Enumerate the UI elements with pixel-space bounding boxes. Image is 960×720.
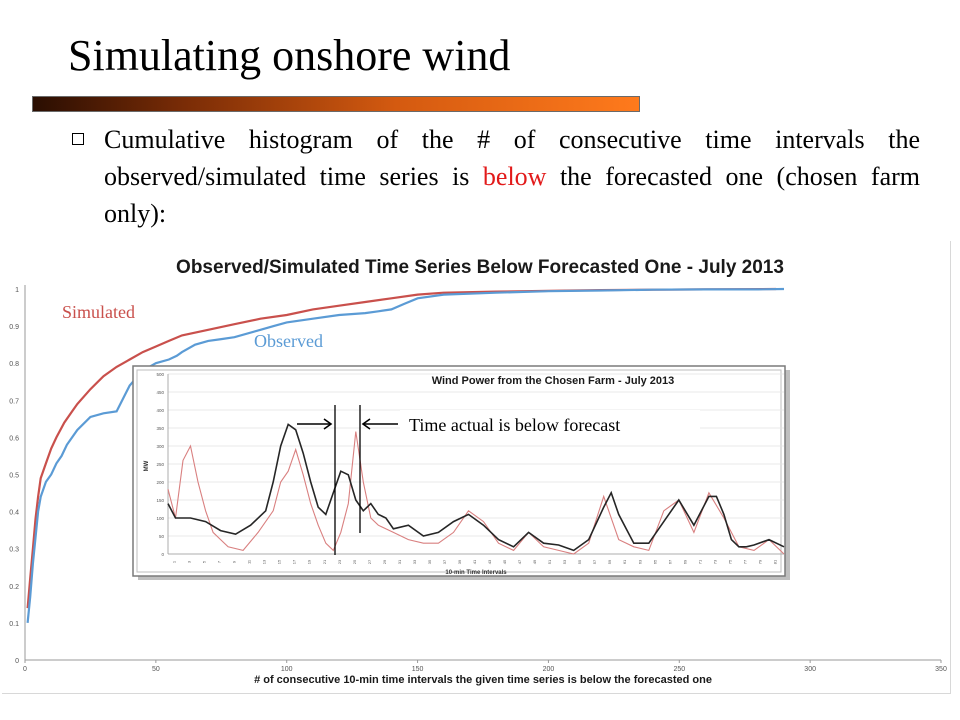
inset-x-tick-label: 71 — [697, 559, 702, 564]
inset-x-tick-label: 5 — [202, 560, 207, 563]
inset-y-tick-label: 0 — [161, 552, 164, 557]
callout-left-arrow-icon — [361, 418, 371, 430]
inset-y-tick-label: 400 — [156, 408, 164, 413]
inset-x-tick-label: 43 — [487, 559, 492, 564]
inset-x-tick-label: 3 — [187, 560, 192, 563]
inset-x-tick-label: 23 — [337, 559, 342, 564]
inset-chart: Wind Power from the Chosen Farm - July 2… — [132, 365, 790, 580]
inset-y-tick-label: 350 — [156, 426, 164, 431]
inset-x-tick-label: 19 — [307, 559, 312, 564]
inset-x-tick-label: 39 — [457, 559, 462, 564]
main-y-tick-label: 0.1 — [9, 621, 19, 628]
inset-x-axis-label: 10-min Time Intervals — [445, 570, 507, 576]
bullet-point: Cumulative histogram of the # of consecu… — [72, 121, 920, 232]
main-x-tick-label: 0 — [23, 666, 27, 673]
inset-y-tick-label: 200 — [156, 480, 164, 485]
inset-x-tick-label: 33 — [412, 559, 417, 564]
inset-y-tick-label: 50 — [159, 534, 165, 539]
main-y-tick-label: 0.6 — [9, 435, 19, 442]
main-x-tick-label: 250 — [673, 666, 685, 673]
inset-x-tick-label: 11 — [247, 559, 252, 564]
callout-label-background — [400, 410, 700, 438]
inset-y-tick-label: 250 — [156, 462, 164, 467]
inset-x-tick-label: 25 — [352, 559, 357, 564]
inset-x-tick-label: 73 — [712, 559, 717, 564]
inset-x-tick-label: 17 — [292, 559, 297, 564]
main-x-tick-label: 300 — [804, 666, 816, 673]
inset-x-tick-label: 57 — [592, 559, 597, 564]
inset-x-tick-label: 15 — [277, 559, 282, 564]
inset-chart-title: Wind Power from the Chosen Farm - July 2… — [432, 375, 675, 387]
observed-series-line — [26, 287, 785, 624]
inset-x-tick-label: 61 — [622, 559, 627, 564]
main-chart-title: Observed/Simulated Time Series Below For… — [176, 257, 784, 278]
bullet-square-icon — [72, 133, 84, 145]
inset-x-tick-label: 79 — [758, 559, 763, 564]
main-y-tick-label: 0.2 — [9, 584, 19, 591]
bullet-text: Cumulative histogram of the # of consecu… — [104, 121, 920, 232]
inset-y-tick-label: 150 — [156, 498, 164, 503]
inset-y-axis-label: MW — [144, 460, 150, 471]
inset-y-tick-label: 450 — [156, 390, 164, 395]
bullet-highlight-word: below — [482, 162, 547, 191]
inset-x-tick-label: 77 — [742, 559, 747, 564]
main-x-tick-label: 100 — [281, 666, 293, 673]
main-x-tick-label: 150 — [412, 666, 424, 673]
inset-x-tick-label: 9 — [232, 560, 237, 563]
inset-y-tick-label: 500 — [156, 372, 164, 377]
simulated-annotation: Simulated — [62, 302, 135, 322]
title-underline-bar — [32, 96, 640, 112]
inset-x-tick-label: 75 — [727, 559, 732, 564]
inset-x-tick-label: 45 — [502, 559, 507, 564]
inset-x-tick-label: 49 — [532, 559, 537, 564]
main-y-tick-label: 0.3 — [9, 547, 19, 554]
inset-x-tick-label: 37 — [442, 559, 447, 564]
bullet-text-part2: the forecasted one (chosen farm only): — [104, 162, 920, 228]
main-y-tick-label: 0.7 — [9, 398, 19, 405]
inset-x-tick-label: 55 — [577, 559, 582, 564]
inset-x-tick-label: 21 — [322, 559, 327, 564]
inset-x-tick-label: 67 — [667, 559, 672, 564]
inset-x-tick-label: 47 — [517, 559, 522, 564]
inset-x-tick-label: 69 — [682, 559, 687, 564]
inset-x-tick-label: 27 — [367, 559, 372, 564]
bullet-text-part1: Cumulative histogram of the # of consecu… — [104, 125, 920, 191]
inset-y-tick-label: 100 — [156, 516, 164, 521]
inset-x-tick-label: 41 — [472, 559, 477, 564]
inset-x-tick-label: 7 — [217, 560, 222, 563]
callout-label: Time actual is below forecast — [409, 415, 620, 435]
main-y-tick-label: 0.4 — [9, 510, 19, 517]
inset-y-tick-label: 300 — [156, 444, 164, 449]
main-x-axis-label: # of consecutive 10-min time intervals t… — [254, 674, 712, 686]
main-y-tick-label: 0.8 — [9, 361, 19, 368]
slide-title: Simulating onshore wind — [68, 31, 511, 80]
main-x-tick-label: 50 — [152, 666, 160, 673]
main-x-tick-label: 350 — [935, 666, 947, 673]
inset-x-tick-label: 29 — [382, 559, 387, 564]
simulated-series-line — [26, 287, 777, 609]
inset-x-tick-label: 1 — [172, 560, 177, 563]
inset-black-series-line — [167, 423, 785, 552]
inset-x-tick-label: 65 — [652, 559, 657, 564]
inset-x-tick-label: 51 — [547, 559, 552, 564]
observed-annotation: Observed — [254, 331, 323, 351]
main-y-tick-label: 0.5 — [9, 473, 19, 480]
callout-right-arrow-icon — [323, 418, 333, 430]
inset-x-tick-label: 31 — [397, 559, 402, 564]
inset-x-tick-label: 81 — [773, 559, 778, 564]
inset-x-tick-label: 63 — [637, 559, 642, 564]
inset-inner-frame — [136, 369, 782, 573]
inset-x-tick-label: 35 — [427, 559, 432, 564]
main-y-tick-label: 0.9 — [9, 324, 19, 331]
inset-x-tick-label: 13 — [262, 559, 267, 564]
main-y-tick-label: 0 — [15, 658, 19, 665]
inset-x-tick-label: 59 — [607, 559, 612, 564]
inset-x-tick-label: 53 — [562, 559, 567, 564]
main-y-tick-label: 1 — [15, 287, 19, 294]
main-x-tick-label: 200 — [543, 666, 555, 673]
